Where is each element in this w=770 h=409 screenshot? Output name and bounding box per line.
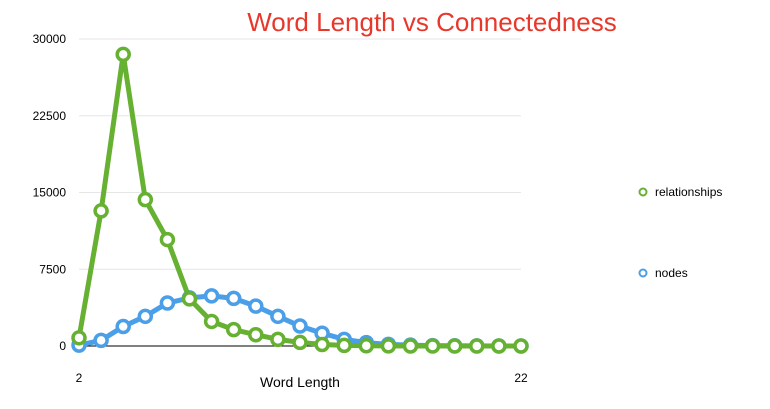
y-tick-label-22500: 22500 — [33, 109, 67, 123]
y-tick-label-7500: 7500 — [39, 262, 66, 276]
data-point-relationships-20 — [469, 338, 485, 354]
data-point-nodes-11 — [270, 308, 286, 325]
x-tick-label-22: 22 — [514, 371, 528, 385]
y-tick-label-15000: 15000 — [33, 186, 67, 200]
data-point-relationships-19 — [446, 338, 463, 354]
data-point-relationships-7 — [181, 291, 198, 307]
legend-label-nodes: nodes — [655, 266, 688, 280]
series-layer — [71, 46, 529, 354]
data-point-relationships-22 — [513, 338, 529, 354]
data-point-nodes-10 — [248, 298, 264, 314]
data-point-relationships-8 — [203, 313, 220, 330]
data-point-relationships-5 — [137, 191, 154, 208]
data-point-relationships-4 — [115, 46, 131, 63]
data-point-relationships-18 — [424, 338, 441, 354]
data-point-relationships-16 — [380, 338, 397, 354]
data-point-nodes-12 — [292, 318, 308, 334]
data-point-relationships-2 — [71, 330, 87, 346]
data-point-relationships-6 — [159, 231, 176, 248]
data-point-nodes-3 — [93, 332, 109, 349]
x-axis-ticks: 2 22 — [76, 371, 528, 385]
series-relationships — [71, 46, 529, 354]
x-tick-label-2: 2 — [76, 371, 83, 385]
data-point-relationships-14 — [336, 337, 352, 354]
y-axis-ticks: 0 7500 15000 22500 30000 — [33, 32, 67, 353]
data-point-relationships-3 — [93, 203, 109, 219]
y-tick-label-30000: 30000 — [33, 32, 67, 46]
data-point-nodes-4 — [115, 318, 131, 335]
chart-title: Word Length vs Connectedness — [247, 7, 617, 37]
data-point-relationships-11 — [270, 331, 286, 348]
data-point-nodes-8 — [203, 288, 220, 304]
legend-label-relationships: relationships — [655, 185, 722, 199]
grid-lines — [79, 38, 521, 270]
data-point-relationships-12 — [292, 334, 308, 351]
legend-marker-nodes — [638, 268, 648, 278]
legend-item-relationships: relationships — [638, 185, 722, 199]
legend: relationships nodes — [638, 185, 722, 280]
data-point-nodes-5 — [137, 308, 154, 325]
data-point-relationships-17 — [402, 338, 419, 354]
data-point-relationships-9 — [225, 321, 242, 338]
legend-marker-relationships — [638, 187, 648, 197]
y-tick-label-0: 0 — [59, 339, 66, 353]
data-point-nodes-9 — [225, 290, 242, 307]
data-point-relationships-15 — [358, 338, 375, 354]
data-point-relationships-10 — [248, 326, 264, 343]
legend-item-nodes: nodes — [638, 266, 688, 280]
data-point-nodes-6 — [159, 295, 176, 311]
data-point-relationships-21 — [491, 338, 507, 354]
x-axis-label: Word Length — [260, 374, 340, 390]
data-point-relationships-13 — [314, 336, 330, 353]
